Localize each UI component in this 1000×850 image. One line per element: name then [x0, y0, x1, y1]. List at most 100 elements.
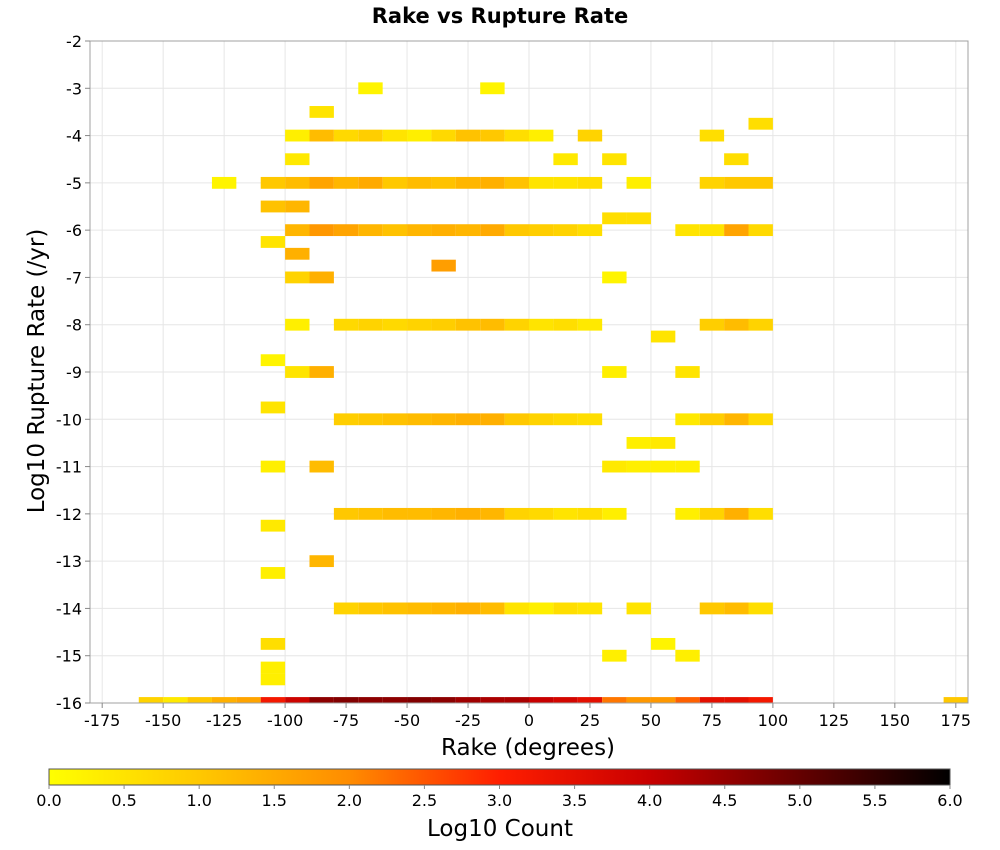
- y-tick-label: -7: [66, 268, 82, 287]
- heatmap-cell: [504, 602, 529, 615]
- heatmap-cell: [626, 176, 651, 189]
- heatmap-cell: [699, 224, 725, 237]
- heatmap-cell: [407, 413, 432, 426]
- heatmap-cell: [626, 460, 651, 473]
- heatmap-cell: [529, 129, 554, 142]
- heatmap-cell: [529, 224, 554, 237]
- heatmap-cell: [358, 224, 383, 237]
- heatmap-cell: [602, 507, 627, 520]
- heatmap-cell: [602, 697, 627, 703]
- y-tick-label: -3: [66, 79, 82, 98]
- heatmap-cell: [553, 697, 578, 703]
- heatmap-cell: [748, 117, 773, 130]
- heatmap-cell: [504, 129, 529, 142]
- heatmap-cell: [260, 200, 286, 213]
- x-tick-label: 50: [641, 711, 661, 730]
- heatmap-cell: [285, 200, 310, 213]
- heatmap-cell: [431, 259, 456, 272]
- heatmap-cell: [675, 460, 700, 473]
- heatmap-cell: [309, 460, 334, 473]
- heatmap-cell: [455, 224, 481, 237]
- heatmap-cell: [724, 697, 749, 703]
- y-tick-label: -8: [66, 316, 82, 335]
- heatmap-cell: [333, 176, 359, 189]
- heatmap-cell: [431, 697, 456, 703]
- colorbar-tick-label: 3.5: [562, 791, 587, 810]
- heatmap-cell: [675, 366, 700, 378]
- heatmap-cell: [358, 176, 383, 189]
- heatmap-cell: [480, 602, 505, 615]
- heatmap-cell: [260, 697, 286, 703]
- heatmap-cell: [260, 460, 286, 473]
- y-tick-label: -9: [66, 363, 82, 382]
- x-tick-label: 125: [819, 711, 850, 730]
- heatmap-cell: [333, 697, 359, 703]
- heatmap-cell: [382, 507, 408, 520]
- heatmap-cell: [333, 224, 359, 237]
- heatmap-cell: [553, 507, 578, 520]
- heatmap-cell: [407, 129, 432, 142]
- heatmap-cell: [455, 697, 481, 703]
- heatmap-cell: [650, 637, 676, 650]
- heatmap-cell: [480, 413, 505, 426]
- colorbar-tick-label: 4.0: [637, 791, 662, 810]
- heatmap-cell: [724, 507, 749, 520]
- heatmap-cell: [602, 271, 627, 284]
- x-tick-label: -50: [394, 711, 420, 730]
- heatmap-cell: [943, 697, 968, 703]
- heatmap-cell: [431, 176, 456, 189]
- heatmap-cell: [455, 602, 481, 615]
- heatmap-cell: [236, 697, 261, 703]
- x-tick-label: 175: [941, 711, 972, 730]
- heatmap-cell: [529, 507, 554, 520]
- colorbar: [48, 768, 951, 786]
- heatmap-cell: [577, 413, 603, 426]
- heatmap-cell: [382, 129, 408, 142]
- heatmap-cell: [431, 602, 456, 615]
- heatmap-cell: [309, 697, 334, 703]
- heatmap-cell: [724, 318, 749, 331]
- heatmap-cell: [529, 413, 554, 426]
- x-tick-label: 75: [702, 711, 722, 730]
- x-tick-label: -175: [84, 711, 120, 730]
- heatmap-cell: [407, 176, 432, 189]
- heatmap-cell: [699, 507, 725, 520]
- x-tick-label: -25: [455, 711, 481, 730]
- heatmap-cell: [285, 176, 310, 189]
- heatmap-cell: [211, 697, 237, 703]
- heatmap-cell: [724, 224, 749, 237]
- heatmap-cell: [504, 697, 529, 703]
- heatmap-cell: [553, 413, 578, 426]
- heatmap-cell: [187, 697, 212, 703]
- heatmap-cell: [699, 129, 725, 142]
- colorbar-tick-label: 2.0: [337, 791, 362, 810]
- heatmap-cell: [163, 697, 188, 703]
- heatmap-cell: [650, 437, 676, 449]
- heatmap-cell: [602, 366, 627, 378]
- heatmap-cell: [675, 697, 700, 703]
- colorbar-tick-label: 5.0: [787, 791, 812, 810]
- heatmap-cell: [724, 153, 749, 166]
- heatmap-cell: [333, 318, 359, 331]
- heatmap-cell: [455, 318, 481, 331]
- heatmap-cell: [260, 519, 286, 532]
- heatmap-cell: [431, 129, 456, 142]
- heatmap-cell: [285, 224, 310, 237]
- heatmap-cell: [602, 153, 627, 166]
- heatmap-cell: [748, 176, 773, 189]
- heatmap-cell: [699, 318, 725, 331]
- colorbar-tick-label: 6.0: [937, 791, 962, 810]
- heatmap-cell: [358, 602, 383, 615]
- heatmap-cell: [309, 224, 334, 237]
- heatmap-cell: [529, 318, 554, 331]
- heatmap-cell: [333, 507, 359, 520]
- x-tick-label: 150: [880, 711, 911, 730]
- y-tick-label: -4: [66, 127, 82, 146]
- heatmap-cell: [382, 176, 408, 189]
- y-axis-ticks: -2 -3 -4 -5 -6 -7 -8 -9 -10 -11 -12 -13 -14 -15 -16: [56, 32, 90, 713]
- heatmap-cell: [358, 318, 383, 331]
- heatmap-cell: [285, 153, 310, 166]
- heatmap-cell: [358, 413, 383, 426]
- heatmap-cell: [504, 176, 529, 189]
